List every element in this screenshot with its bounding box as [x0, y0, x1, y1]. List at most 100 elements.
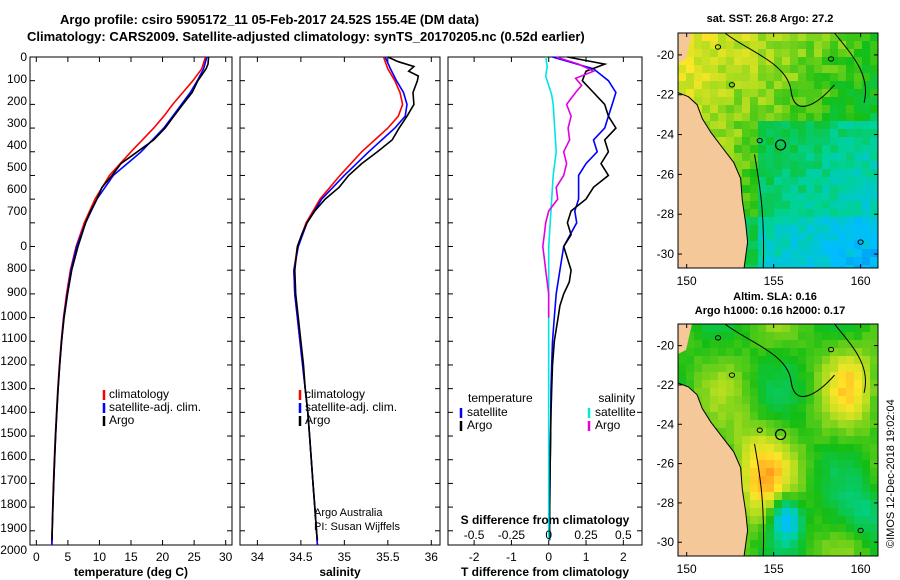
x-tick-label: 1	[583, 550, 590, 564]
y-tick-label: 800	[7, 261, 27, 275]
x-tick-label: 35	[338, 550, 352, 564]
legend-label: Argo	[109, 413, 135, 427]
map-y-tick-label: -24	[657, 128, 675, 142]
y-tick-label: 1800	[0, 497, 27, 511]
credit-line: PI: Susan Wijffels	[314, 521, 400, 533]
map-y-tick-label: -20	[657, 339, 675, 353]
seamount-contour	[714, 44, 722, 50]
credit-line: Argo Australia	[314, 507, 383, 519]
y-tick-label: 200	[7, 94, 27, 108]
map-y-tick-label: -22	[657, 378, 675, 392]
legend-label: satellite	[595, 405, 636, 419]
map-y-tick-label: -22	[657, 88, 675, 102]
legend-title-temperature: temperature	[468, 391, 533, 405]
series-line-argo	[51, 56, 210, 541]
y-tick-label: 1600	[0, 449, 27, 463]
map-y-tick-label: -26	[657, 457, 675, 471]
legend-label: climatology	[109, 387, 169, 401]
y-tick-label: 100	[7, 72, 27, 86]
x-tick-label: 0	[33, 550, 40, 564]
y-tick-label: 700	[7, 204, 27, 218]
map-title: Altim. SLA: 0.16	[733, 291, 817, 303]
y-tick-label: 300	[7, 116, 27, 130]
seamount-contour	[728, 372, 736, 378]
argo-position-marker	[775, 428, 787, 441]
s-tick-label: 0.5	[615, 528, 632, 542]
x-tick-label: 35.5	[376, 550, 400, 564]
map-x-tick-label: 150	[677, 274, 697, 288]
map-y-tick-label: -26	[657, 167, 675, 181]
plot-frame	[29, 56, 233, 546]
seamount-contour	[756, 427, 763, 433]
y-tick-label: 500	[7, 160, 27, 174]
map-subtitle: Argo h1000: 0.16 h2000: 0.17	[695, 305, 845, 317]
land-north	[678, 324, 692, 354]
map-x-tick-label: 160	[851, 274, 871, 288]
map-y-tick-label: -30	[657, 535, 675, 549]
copyright-footer: ©IMOS 12-Dec-2018 19:02:04	[885, 399, 897, 548]
s-tick-label: 0	[545, 528, 552, 542]
title-line-1: Argo profile: csiro 5905172_11 05-Feb-20…	[60, 12, 479, 27]
legend-label: satellite	[467, 405, 508, 419]
map-y-tick-label: -28	[657, 207, 675, 221]
y-tick-label: 2000	[0, 543, 27, 557]
map-x-tick-label: 155	[764, 562, 784, 576]
argo-position-marker	[775, 139, 787, 151]
y-tick-label: 0	[20, 239, 27, 253]
x-axis-label: temperature (deg C)	[74, 565, 188, 579]
x-tick-label: 5	[65, 550, 72, 564]
x-tick-label: 2	[620, 550, 627, 564]
legend-label: satellite-adj. clim.	[305, 400, 397, 414]
legend-label: climatology	[305, 387, 365, 401]
map-y-tick-label: -30	[657, 247, 675, 261]
series-line-salinity-argo	[541, 56, 596, 318]
x-tick-label: 36	[425, 550, 439, 564]
map-y-tick-label: -28	[657, 496, 675, 510]
x-tick-label: 15	[124, 550, 138, 564]
x-axis-label: T difference from climatology	[461, 565, 629, 579]
legend-label: Argo	[467, 418, 493, 432]
map-title: sat. SST: 26.8 Argo: 27.2	[707, 13, 834, 25]
x-tick-label: 25	[187, 550, 201, 564]
s-tick-label: -0.25	[498, 528, 526, 542]
y-tick-label: 1700	[0, 473, 27, 487]
seamount-contour	[827, 56, 835, 62]
y-tick-label: 1000	[0, 309, 27, 323]
map-frame	[677, 323, 879, 557]
x-tick-label: 0	[545, 550, 552, 564]
legend-label: satellite-adj. clim.	[109, 400, 201, 414]
x-tick-label: 20	[156, 550, 170, 564]
seamount-contour	[827, 346, 835, 353]
seamount-contour	[714, 335, 722, 341]
x-tick-label: -2	[469, 550, 480, 564]
map-x-tick-label: 150	[677, 562, 697, 576]
isobath-contour	[754, 154, 765, 269]
map-x-tick-label: 160	[851, 562, 871, 576]
isobath-contour	[834, 323, 866, 393]
y-tick-label: 1300	[0, 379, 27, 393]
y-tick-label: 1900	[0, 521, 27, 535]
isobath-contour	[724, 323, 835, 397]
title-line-2: Climatology: CARS2009. Satellite-adjuste…	[27, 29, 585, 44]
y-tick-label: 900	[7, 285, 27, 299]
seamount-contour	[728, 82, 736, 88]
series-line-temperature-argo	[548, 56, 617, 541]
x-tick-label: 34.5	[289, 550, 313, 564]
legend-label: Argo	[595, 418, 621, 432]
land-australia	[677, 33, 749, 269]
y-tick-label: 0	[20, 50, 27, 64]
y-tick-label: 1500	[0, 426, 27, 440]
map-y-tick-label: -20	[657, 48, 675, 62]
difference-panel: -2 -1 0 1 2T difference from climatology temp…	[447, 56, 643, 579]
x-tick-label: 30	[219, 550, 233, 564]
y-tick-label: 1400	[0, 403, 27, 417]
x-axis-label: salinity	[319, 565, 361, 579]
y-tick-label: 1100	[1, 331, 27, 345]
salinity-panel: 34 34.5 35 35.5 36 salinity climatologysatelli…	[239, 56, 441, 579]
plot-frame	[447, 56, 643, 546]
seamount-contour	[857, 239, 864, 245]
map-x-tick-label: 155	[764, 274, 784, 288]
land-australia	[677, 324, 749, 557]
